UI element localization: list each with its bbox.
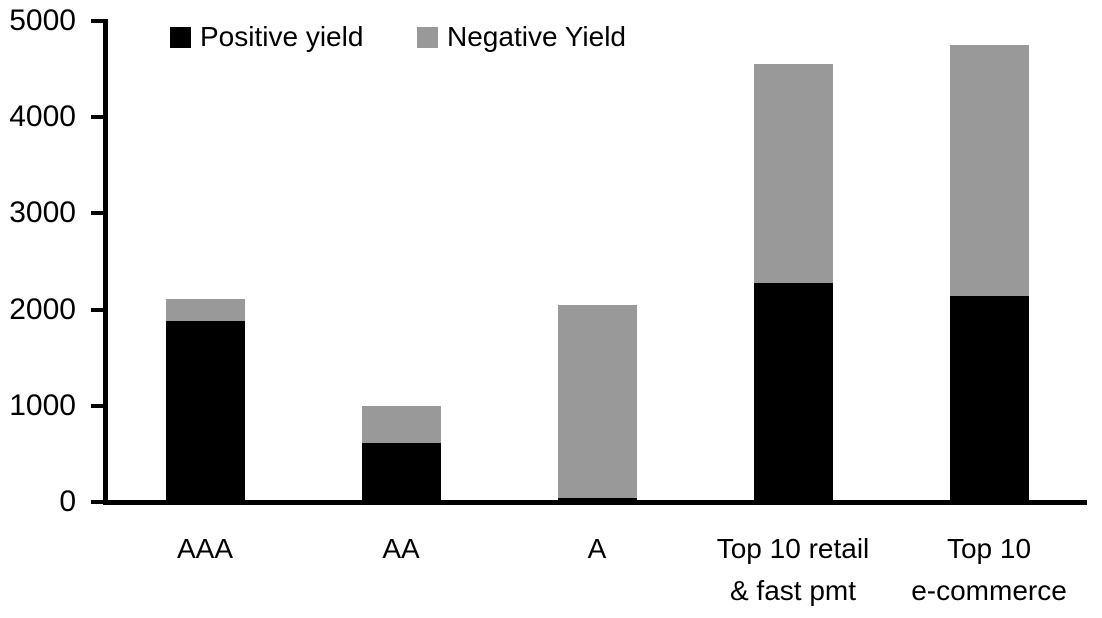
bar-segment-negative-yield-a [557,305,637,498]
x-axis-label-line: A [587,533,607,564]
legend-swatch-positive-yield [170,26,191,48]
bar-top-10-retail-fast-pmt [753,63,833,502]
bar-aa [361,405,441,502]
x-axis-label-aaa: AAA [75,528,335,570]
bar-segment-positive-yield-a [557,497,637,502]
bar-segment-negative-yield-top-10-retail-fast-pmt [753,63,833,283]
x-axis-label-line: AA [382,533,420,564]
legend-swatch-negative-yield [417,26,438,48]
x-axis-label-a: A [467,528,727,570]
y-tick-1000 [91,403,103,408]
y-axis-label: 3000 [9,196,76,230]
y-tick-0 [91,500,103,504]
x-axis-label-line: AAA [176,533,234,564]
bar-segment-positive-yield-top-10-e-commerce [949,296,1029,502]
bar-segment-positive-yield-aa [361,443,441,502]
x-axis-label-line: e-commerce [911,575,1067,606]
bar-segment-negative-yield-aa [361,405,441,444]
x-axis-label-line: & fast pmt [729,575,857,606]
y-axis-line [103,19,108,504]
y-axis-label: 4000 [9,100,76,134]
bar-segment-positive-yield-aaa [165,321,245,502]
y-tick-3000 [91,211,103,216]
bar-aaa [165,298,245,503]
x-axis-label-top-10-retail-fast-pmt: Top 10 retail & fast pmt [663,528,923,612]
y-tick-2000 [91,307,103,312]
legend-item-negative-yield: Negative Yield [417,21,627,52]
bar-segment-positive-yield-top-10-retail-fast-pmt [753,282,833,502]
y-axis-label: 2000 [9,292,76,326]
x-axis-label-line: Top 10 [946,533,1032,564]
y-tick-4000 [91,115,103,120]
bar-top-10-e-commerce [949,44,1029,502]
x-axis-label-top-10-e-commerce: Top 10 e-commerce [859,528,1102,612]
y-tick-5000 [91,19,103,23]
y-axis-label: 0 [59,485,76,518]
x-axis-label-line: Top 10 retail [716,533,870,564]
legend-item-positive-yield: Positive yield [170,21,364,52]
legend-label: Positive yield [200,21,364,52]
bar-segment-negative-yield-top-10-e-commerce [949,44,1029,297]
bar-a [557,305,637,502]
y-axis-label: 1000 [9,388,76,422]
x-axis-label-aa: AA [271,528,531,570]
bar-segment-negative-yield-aaa [165,298,245,322]
x-axis-line [103,500,1087,505]
legend-label: Negative Yield [447,21,627,52]
y-axis-label: 5000 [9,4,76,37]
